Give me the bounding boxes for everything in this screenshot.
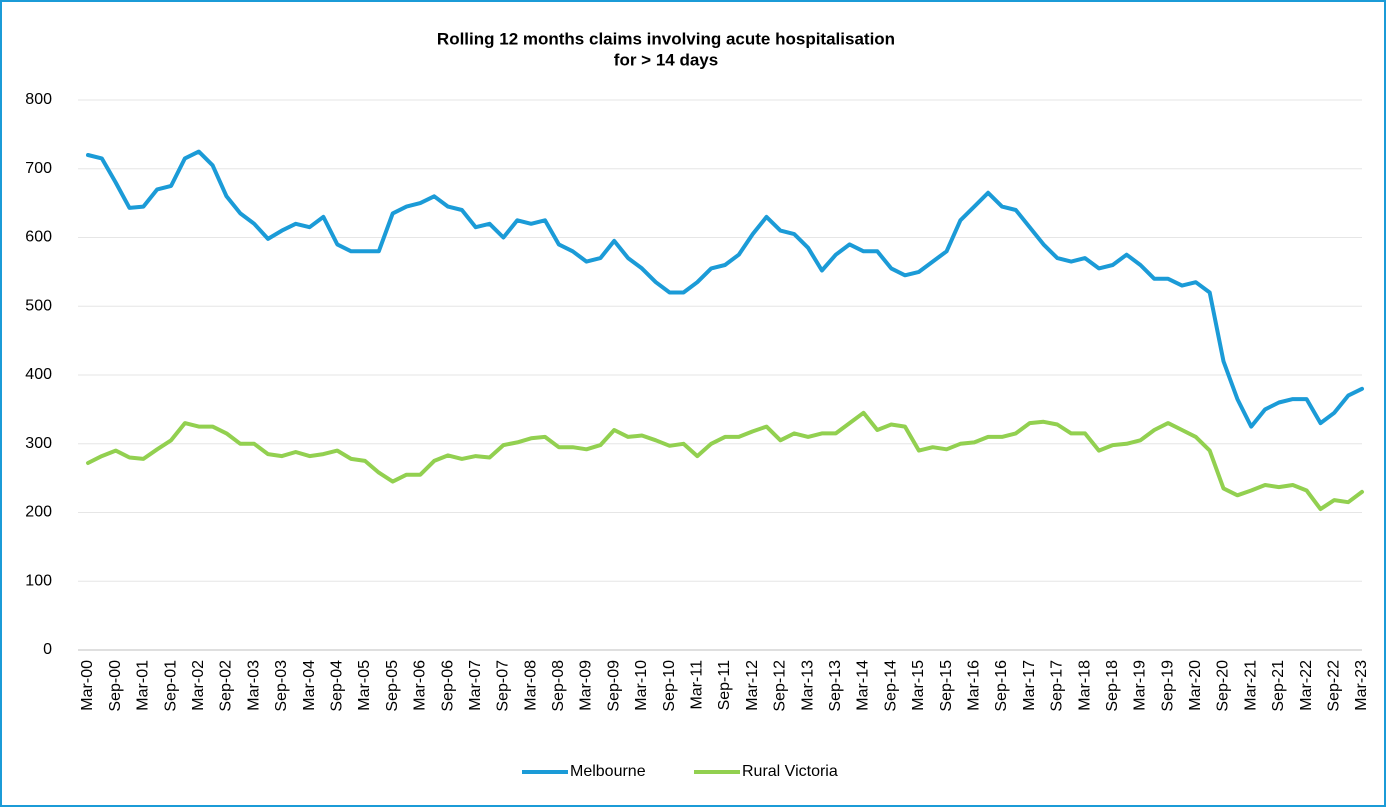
x-tick-label: Mar-00 [79,660,96,711]
x-tick-label: Mar-14 [855,660,872,711]
x-tick-label: Mar-16 [965,660,982,711]
y-tick-label: 400 [25,366,52,383]
x-tick-label: Sep-18 [1104,660,1121,712]
y-tick-label: 800 [25,91,52,108]
x-tick-label: Sep-04 [328,660,345,712]
x-tick-label: Mar-09 [578,660,595,711]
x-tick-label: Sep-19 [1159,660,1176,712]
x-tick-label: Mar-01 [135,660,152,711]
x-tick-label: Mar-05 [356,660,373,711]
y-tick-label: 500 [25,297,52,314]
x-tick-label: Sep-00 [107,660,124,712]
y-tick-label: 700 [25,160,52,177]
x-tick-label: Mar-21 [1242,660,1259,711]
x-tick-label: Mar-10 [633,660,650,711]
x-tick-label: Mar-19 [1132,660,1149,711]
x-tick-label: Sep-20 [1215,660,1232,712]
x-tick-label: Sep-07 [495,660,512,712]
legend-label: Rural Victoria [742,763,838,780]
x-tick-label: Mar-08 [522,660,539,711]
chart-title: for > 14 days [614,50,718,69]
x-tick-label: Mar-17 [1021,660,1038,711]
x-tick-label: Sep-14 [882,660,899,712]
x-tick-label: Sep-05 [384,660,401,712]
x-tick-label: Sep-21 [1270,660,1287,712]
legend-label: Melbourne [570,763,646,780]
x-tick-label: Sep-16 [993,660,1010,712]
x-tick-label: Sep-11 [716,660,733,711]
x-tick-label: Sep-01 [162,660,179,712]
y-tick-label: 300 [25,435,52,452]
x-tick-label: Mar-11 [689,660,706,710]
x-tick-label: Sep-03 [273,660,290,712]
x-tick-label: Mar-07 [467,660,484,711]
x-tick-label: Mar-22 [1298,660,1315,711]
x-tick-label: Mar-15 [910,660,927,711]
chart-title: Rolling 12 months claims involving acute… [437,29,895,48]
y-tick-label: 100 [25,572,52,589]
y-tick-label: 0 [43,641,52,658]
x-tick-label: Sep-12 [772,660,789,712]
x-tick-label: Sep-17 [1049,660,1066,712]
x-tick-label: Mar-20 [1187,660,1204,711]
x-tick-label: Sep-13 [827,660,844,712]
x-tick-label: Mar-13 [799,660,816,711]
x-tick-label: Mar-02 [190,660,207,711]
x-tick-label: Sep-15 [938,660,955,712]
x-tick-label: Mar-23 [1353,660,1370,711]
x-tick-label: Mar-03 [245,660,262,711]
x-tick-label: Sep-02 [218,660,235,712]
x-tick-label: Sep-09 [605,660,622,712]
x-tick-label: Mar-06 [412,660,429,711]
series-line [86,149,1364,429]
x-tick-label: Mar-18 [1076,660,1093,711]
x-tick-label: Sep-10 [661,660,678,712]
x-tick-label: Sep-22 [1326,660,1343,712]
y-tick-label: 600 [25,229,52,246]
x-tick-label: Sep-06 [439,660,456,712]
x-tick-label: Mar-04 [301,660,318,711]
series-line [86,410,1364,512]
y-tick-label: 200 [25,504,52,521]
x-tick-label: Sep-08 [550,660,567,712]
x-tick-label: Mar-12 [744,660,761,711]
